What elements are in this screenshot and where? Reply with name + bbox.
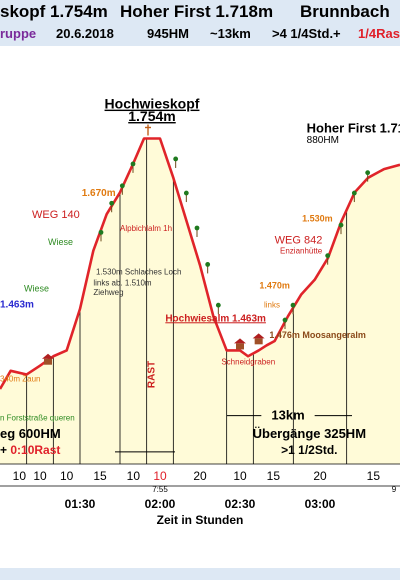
annotation-4: 1.670m (82, 188, 116, 199)
annotation-20: Schneidgraben (221, 357, 275, 366)
annotation-22: n Forststraße queren (0, 413, 75, 422)
hut-icon (234, 338, 246, 350)
header-line-2: ruppe 20.6.2018 945HM ~13km >4 1/4Std.+ … (0, 24, 400, 46)
tree-icon (365, 170, 371, 182)
x-tick-label: 02:00 (145, 497, 176, 511)
header-distance: ~13km (210, 26, 251, 41)
tree-icon (194, 225, 200, 237)
tree-icon (98, 229, 104, 242)
summit-cross-icon (145, 124, 151, 136)
tree-icon (325, 253, 331, 265)
x-tick-label: 01:30 (65, 497, 96, 511)
hut-icon (42, 353, 54, 365)
annotation-6: Alpbichlalm 1h (120, 224, 172, 233)
bottom-text-2: >1 1/2Std. (281, 443, 337, 457)
segment-duration: 15 (367, 469, 381, 483)
segment-duration: 10 (127, 469, 141, 483)
annotation-21: 340m Zaun (0, 375, 40, 384)
tree-icon (338, 222, 344, 235)
annotation-18: links (264, 300, 280, 309)
annotation-23: 13km (271, 408, 304, 423)
annotation-16: Hochwiesalm 1.463m (165, 313, 266, 324)
rest-text: + 0:10Rast (0, 443, 60, 457)
annotation-7: Wiese (48, 237, 73, 247)
tree-icon (130, 161, 136, 173)
segment-duration: 20 (193, 469, 207, 483)
header-date: 20.6.2018 (56, 26, 114, 41)
segment-duration: 10 (233, 469, 247, 483)
header-title-hochwieskopf: skopf 1.754m (0, 2, 108, 21)
header-duration: >4 1/4Std.+ (272, 26, 341, 41)
annotation-5: WEG 140 (32, 209, 80, 221)
tree-icon (109, 200, 115, 213)
x-tick-label: 02:30 (225, 497, 256, 511)
footer-band (0, 568, 400, 580)
annotation-11: 1.530m Schlaches Loch (96, 268, 181, 277)
segment-duration: 15 (267, 469, 281, 483)
x-axis-label: Zeit in Stunden (157, 513, 244, 527)
header-title-brunnbach: Brunnbach (300, 2, 390, 21)
bottom-text-0: eg 600HM (0, 426, 61, 441)
segment-duration: 10 (153, 469, 167, 483)
annotation-9: WEG 842 (275, 234, 323, 246)
header-rest: 1/4Ras (358, 26, 400, 41)
tree-icon (119, 183, 125, 195)
rest-value: 0:10Rast (10, 443, 60, 457)
header-title-hoher-first: Hoher First 1.718m (120, 2, 274, 21)
annotation-17: 1.470m (259, 281, 290, 291)
profile-area (0, 138, 400, 464)
x-small-label: 9 (392, 485, 397, 494)
segment-duration: 20 (313, 469, 327, 483)
header-line-1: skopf 1.754m Hoher First 1.718m Brunnbac… (0, 0, 400, 24)
annotation-12: links ab. 1.510m (93, 279, 152, 288)
annotation-8: 1.530m (302, 214, 333, 224)
tree-icon (173, 156, 179, 168)
annotation-15: 1.463m (0, 299, 34, 310)
annotation-0: Hochwieskopf (105, 96, 200, 112)
x-small-label: 7:55 (152, 485, 168, 494)
x-tick-label: 03:00 (305, 497, 336, 511)
tree-icon (215, 302, 221, 315)
annotation-14: Wiese (24, 283, 49, 293)
bottom-text-1: Übergänge 325HM (253, 426, 366, 441)
annotation-2: Hoher First 1.71 (307, 121, 400, 136)
rotated-label-0: RAST (147, 361, 158, 388)
header-ascent: 945HM (147, 26, 189, 41)
tree-icon (351, 190, 357, 203)
tree-icon (205, 262, 211, 274)
segment-duration: 15 (93, 469, 107, 483)
tree-icon (183, 190, 189, 203)
segment-duration: 10 (13, 469, 27, 483)
annotation-10: Enzianhütte (280, 247, 323, 256)
annotation-1: 1.754m (128, 108, 175, 124)
profile-line (0, 137, 400, 390)
tree-icon (282, 317, 288, 330)
annotation-13: Ziehweg (93, 288, 123, 297)
tree-icon (290, 302, 296, 315)
hut-icon (252, 333, 265, 345)
annotation-19: 1.476m Moosangeralm (269, 330, 366, 340)
annotation-3: 880HM (307, 135, 339, 146)
segment-duration: 10 (60, 469, 74, 483)
segment-duration: 10 (33, 469, 47, 483)
header-group: ruppe (0, 26, 37, 41)
